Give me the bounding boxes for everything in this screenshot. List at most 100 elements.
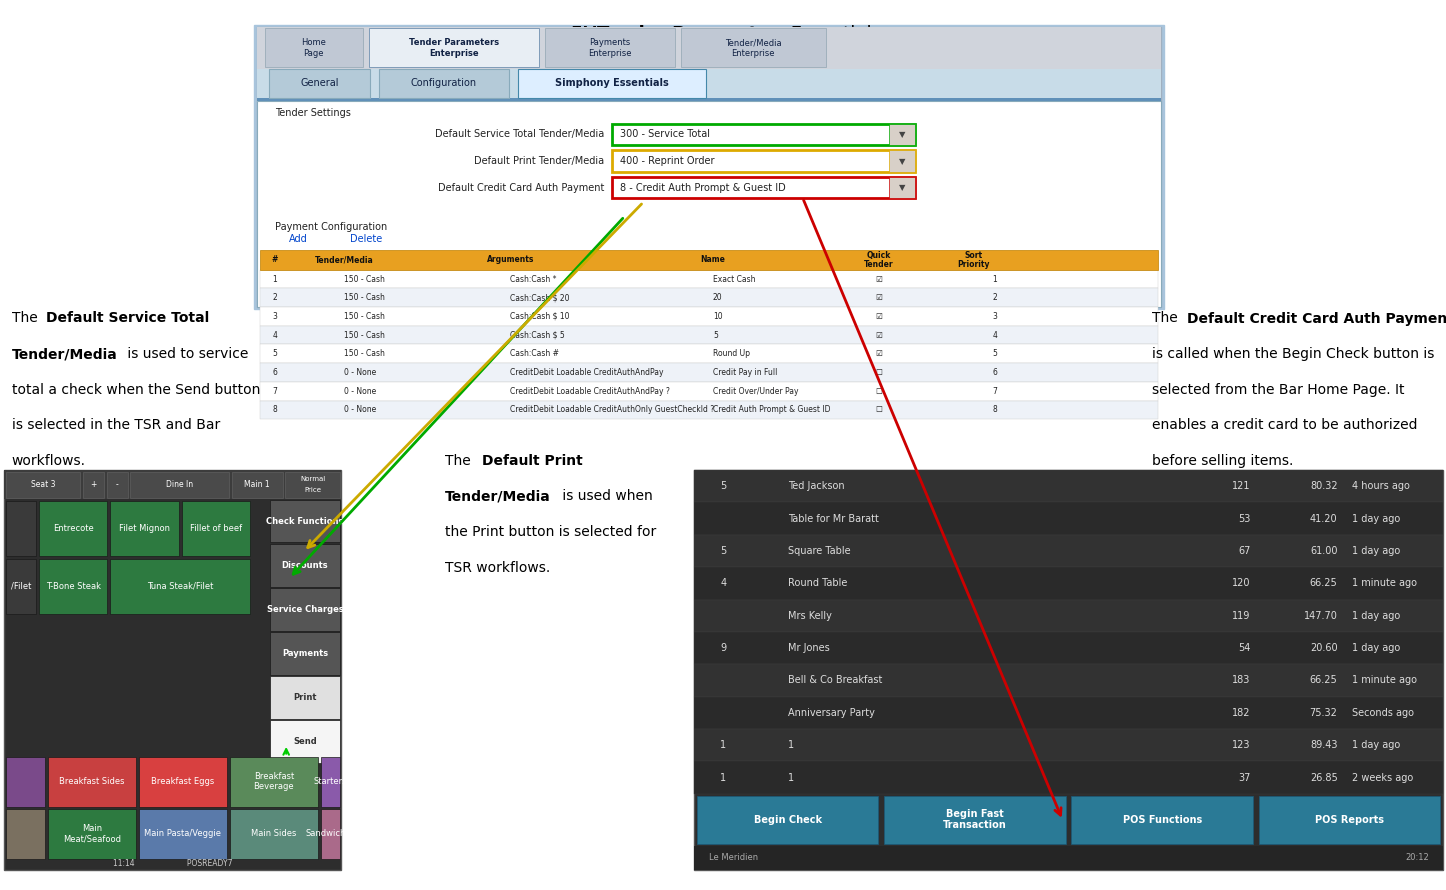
- FancyBboxPatch shape: [270, 721, 340, 763]
- FancyBboxPatch shape: [260, 288, 1158, 307]
- Text: Credit Pay in Full: Credit Pay in Full: [713, 368, 778, 377]
- Text: enables a credit card to be authorized: enables a credit card to be authorized: [1152, 418, 1419, 433]
- FancyBboxPatch shape: [265, 28, 363, 67]
- Text: ☑: ☑: [876, 293, 882, 303]
- FancyBboxPatch shape: [270, 500, 340, 542]
- Text: Begin Fast
Transaction: Begin Fast Transaction: [943, 809, 1006, 830]
- FancyBboxPatch shape: [48, 757, 136, 806]
- Text: CreditDebit Loadable CreditAuthAndPay: CreditDebit Loadable CreditAuthAndPay: [510, 368, 664, 377]
- FancyBboxPatch shape: [1259, 796, 1440, 844]
- Text: 6: 6: [992, 368, 998, 377]
- FancyBboxPatch shape: [612, 150, 915, 172]
- FancyBboxPatch shape: [230, 757, 318, 806]
- Text: Payment Configuration: Payment Configuration: [275, 222, 388, 231]
- FancyBboxPatch shape: [257, 98, 1161, 101]
- Text: 1: 1: [788, 740, 794, 750]
- Text: 150 - Cash: 150 - Cash: [344, 349, 385, 359]
- Text: Quick: Quick: [868, 251, 891, 260]
- Text: Default Print: Default Print: [482, 454, 583, 468]
- Text: 120: 120: [1232, 578, 1251, 588]
- Text: Cash:Cash $ 5: Cash:Cash $ 5: [510, 330, 565, 340]
- Text: Main 1: Main 1: [244, 480, 270, 490]
- Text: 1: 1: [272, 274, 278, 284]
- Text: -: -: [116, 480, 119, 490]
- FancyBboxPatch shape: [182, 501, 250, 555]
- Text: ☑: ☑: [876, 330, 882, 340]
- Text: Main Sides: Main Sides: [252, 829, 296, 838]
- Text: ▼: ▼: [899, 157, 905, 166]
- FancyBboxPatch shape: [260, 307, 1158, 326]
- Text: 1 day ago: 1 day ago: [1352, 643, 1400, 653]
- FancyBboxPatch shape: [285, 472, 340, 498]
- FancyBboxPatch shape: [545, 28, 675, 67]
- Text: +: +: [91, 480, 97, 490]
- Text: 183: 183: [1232, 676, 1251, 685]
- Text: Table for Mr Baratt: Table for Mr Baratt: [788, 514, 879, 523]
- FancyBboxPatch shape: [270, 632, 340, 675]
- Text: Arguments: Arguments: [487, 255, 534, 264]
- Text: Price: Price: [304, 487, 321, 493]
- Text: Seat 3: Seat 3: [30, 480, 55, 490]
- Text: Tender Settings: Tender Settings: [275, 108, 350, 117]
- Text: Payments: Payments: [282, 649, 328, 658]
- Text: Starters: Starters: [314, 777, 347, 786]
- Text: #: #: [272, 255, 278, 264]
- Text: Add: Add: [289, 234, 307, 245]
- Text: Send: Send: [294, 737, 317, 746]
- Text: Mr Jones: Mr Jones: [788, 643, 830, 653]
- Text: 5: 5: [713, 330, 717, 340]
- Text: Sort: Sort: [964, 251, 982, 260]
- Text: Default Credit Card Auth Payment: Default Credit Card Auth Payment: [1187, 312, 1446, 326]
- Text: 54: 54: [1238, 643, 1251, 653]
- Text: 5: 5: [272, 349, 278, 359]
- Text: 4: 4: [720, 578, 726, 588]
- Text: Discounts: Discounts: [282, 561, 328, 570]
- Text: CreditDebit Loadable CreditAuthOnly GuestCheckId ?: CreditDebit Loadable CreditAuthOnly Gues…: [510, 405, 714, 415]
- Text: Fillet of beef: Fillet of beef: [189, 524, 241, 533]
- Text: ☐: ☐: [876, 386, 882, 396]
- Text: 80.32: 80.32: [1310, 481, 1338, 491]
- FancyBboxPatch shape: [321, 757, 340, 806]
- Text: Name: Name: [700, 255, 726, 264]
- FancyBboxPatch shape: [694, 729, 1443, 762]
- FancyBboxPatch shape: [518, 69, 706, 98]
- Text: The: The: [12, 312, 42, 326]
- FancyBboxPatch shape: [1071, 796, 1252, 844]
- Text: 5: 5: [992, 349, 998, 359]
- FancyBboxPatch shape: [110, 559, 250, 614]
- Text: 8: 8: [272, 405, 278, 415]
- Text: 2: 2: [272, 293, 278, 303]
- Text: 75.32: 75.32: [1310, 708, 1338, 718]
- FancyBboxPatch shape: [884, 796, 1066, 844]
- Text: is selected in the TSR and Bar: is selected in the TSR and Bar: [12, 418, 220, 433]
- FancyBboxPatch shape: [260, 250, 1158, 270]
- Text: workflows.: workflows.: [12, 454, 85, 468]
- FancyBboxPatch shape: [257, 69, 1161, 101]
- Text: Breakfast Sides: Breakfast Sides: [59, 777, 124, 786]
- Text: 0 - None: 0 - None: [344, 386, 376, 396]
- Text: Tender/Media: Tender/Media: [315, 255, 373, 264]
- FancyBboxPatch shape: [694, 632, 1443, 664]
- Text: EMC: EMC: [571, 25, 616, 43]
- Text: Seconds ago: Seconds ago: [1352, 708, 1414, 718]
- Text: Exact Cash: Exact Cash: [713, 274, 755, 284]
- Text: 4 hours ago: 4 hours ago: [1352, 481, 1410, 491]
- Text: Enterprise: Enterprise: [589, 49, 632, 58]
- Text: 182: 182: [1232, 708, 1251, 718]
- Text: The: The: [445, 454, 476, 468]
- Text: Default Service Total: Default Service Total: [46, 312, 210, 326]
- Text: Cash:Cash $ 20: Cash:Cash $ 20: [510, 293, 570, 303]
- Text: Main
Meat/Seafood: Main Meat/Seafood: [64, 824, 121, 844]
- Text: 9: 9: [720, 643, 726, 653]
- Text: 6: 6: [272, 368, 278, 377]
- Text: T-Bone Steak: T-Bone Steak: [46, 582, 101, 591]
- FancyBboxPatch shape: [6, 757, 45, 806]
- FancyBboxPatch shape: [889, 177, 915, 198]
- Text: Default Service Total Tender/Media: Default Service Total Tender/Media: [435, 129, 604, 140]
- Text: 53: 53: [1238, 514, 1251, 523]
- Text: Credit Auth Prompt & Guest ID: Credit Auth Prompt & Guest ID: [713, 405, 830, 415]
- Text: Priority: Priority: [957, 260, 989, 269]
- FancyBboxPatch shape: [612, 177, 915, 198]
- Text: Home: Home: [301, 38, 327, 47]
- Text: Tender/Media: Tender/Media: [12, 347, 117, 361]
